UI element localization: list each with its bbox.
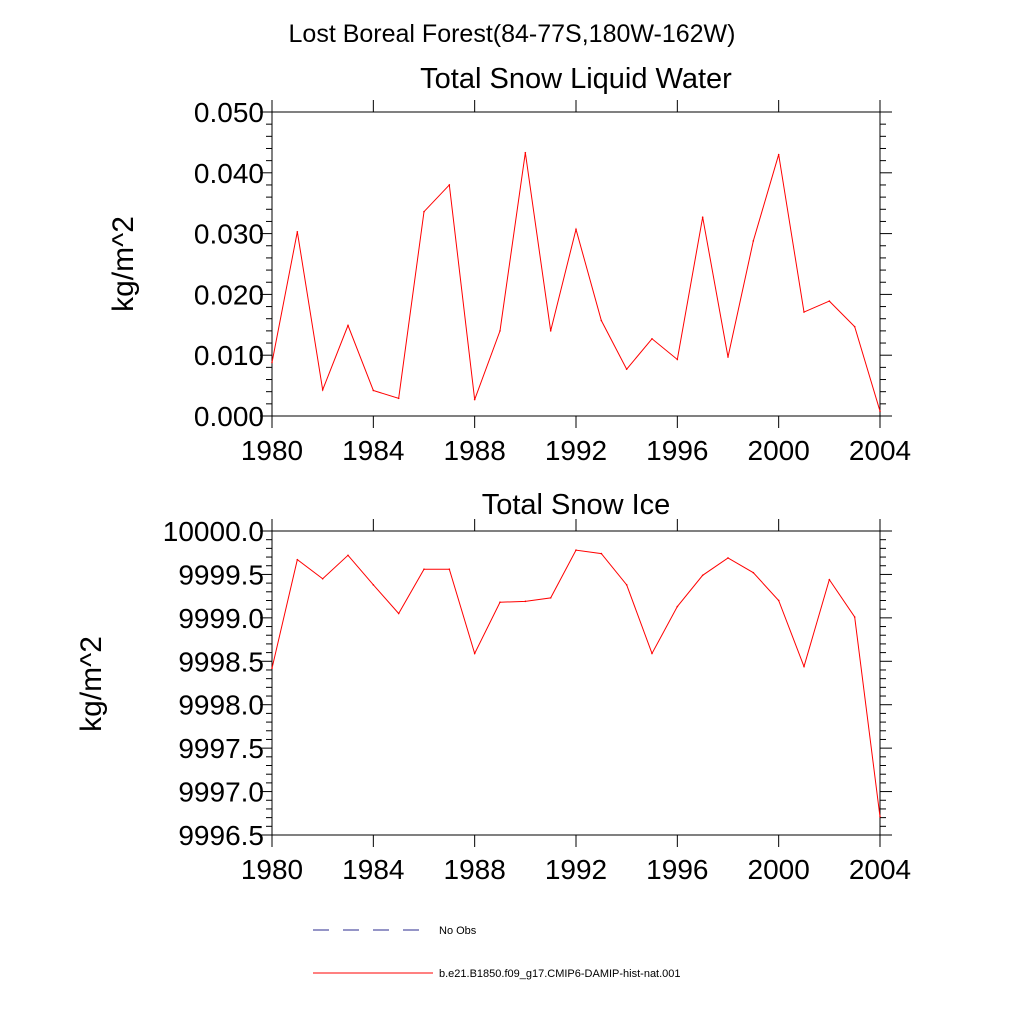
- data-point: [575, 549, 577, 551]
- data-point: [625, 368, 628, 370]
- data-point: [296, 558, 299, 561]
- data-point: [676, 605, 679, 608]
- data-point: [347, 324, 349, 327]
- data-point: [549, 597, 552, 599]
- data-point: [397, 612, 400, 615]
- data-point: [321, 389, 324, 391]
- y-tick-label: 9998.0: [178, 690, 264, 721]
- data-point: [499, 601, 501, 604]
- data-point: [625, 584, 628, 586]
- series-line: [271, 549, 881, 817]
- data-point: [397, 397, 400, 400]
- data-point: [372, 584, 375, 586]
- data-point: [879, 410, 881, 412]
- data-point: [727, 356, 729, 358]
- y-tick-label: 9999.0: [178, 603, 264, 634]
- data-point: [879, 815, 881, 818]
- series-line: [271, 152, 881, 412]
- data-point: [828, 578, 831, 581]
- x-tick-label: 2004: [849, 435, 911, 466]
- data-point: [752, 240, 755, 242]
- data-point: [321, 577, 324, 580]
- data-point: [524, 151, 527, 154]
- panel-title: Total Snow Liquid Water: [420, 63, 732, 95]
- panel-snow-liquid-water: Total Snow Liquid Water kg/m^2 1980 1984 1…: [107, 63, 911, 466]
- data-point: [777, 153, 780, 156]
- data-point: [549, 330, 552, 332]
- data-point: [296, 230, 299, 233]
- panel-snow-ice: Total Snow Ice kg/m^2 1980 1984 1988 1992 19…: [75, 489, 911, 885]
- figure-title: Lost Boreal Forest(84-77S,180W-162W): [289, 20, 736, 48]
- panel-title: Total Snow Ice: [482, 489, 671, 521]
- y-tick-label: 9998.5: [178, 646, 264, 677]
- plot-frame: [271, 530, 881, 836]
- data-point: [853, 616, 856, 618]
- data-point: [499, 330, 501, 332]
- y-tick-label: 9999.5: [178, 559, 264, 590]
- y-tick-label: 10000.0: [163, 516, 264, 547]
- data-point: [575, 228, 577, 231]
- data-point: [524, 600, 527, 603]
- data-point: [777, 599, 780, 602]
- data-point: [701, 574, 704, 577]
- data-point: [676, 358, 679, 361]
- plot-frame: [271, 111, 881, 417]
- x-tick-label: 1988: [444, 854, 506, 885]
- data-point: [448, 568, 451, 571]
- data-point: [347, 554, 349, 557]
- x-tick-label: 2000: [748, 435, 810, 466]
- y-tick-label: 0.020: [194, 279, 264, 310]
- y-tick-label: 9997.0: [178, 777, 264, 808]
- data-point: [803, 665, 805, 668]
- data-point: [828, 300, 831, 302]
- data-point: [803, 311, 805, 313]
- y-tick-label: 9997.5: [178, 733, 264, 764]
- y-tick-label: 0.010: [194, 340, 264, 371]
- data-point: [600, 319, 603, 322]
- data-point: [423, 210, 425, 213]
- y-tick-label: 9996.5: [178, 820, 264, 851]
- x-tick-label: 1980: [241, 854, 303, 885]
- x-tick-label: 1996: [646, 435, 708, 466]
- data-point: [600, 552, 603, 555]
- legend: No Obs b.e21.B1850.f09_g17.CMIP6-DAMIP-h…: [313, 925, 681, 980]
- data-point: [701, 216, 704, 218]
- data-point: [473, 398, 476, 401]
- data-point: [372, 389, 375, 392]
- x-tick-label: 1980: [241, 435, 303, 466]
- x-tick-label: 1996: [646, 854, 708, 885]
- data-point: [853, 325, 856, 328]
- y-tick-label: 0.030: [194, 219, 264, 250]
- y-axis-label: kg/m^2: [107, 216, 140, 312]
- data-point: [727, 557, 729, 559]
- data-point: [752, 571, 755, 574]
- x-tick-label: 1984: [342, 435, 404, 466]
- legend-obs-label: No Obs: [439, 925, 477, 937]
- y-axis-label: kg/m^2: [75, 636, 108, 732]
- data-point: [448, 184, 451, 186]
- data-point: [423, 568, 425, 571]
- data-point: [651, 337, 653, 340]
- data-point: [473, 652, 476, 655]
- x-tick-label: 1984: [342, 854, 404, 885]
- y-tick-label: 0.000: [194, 401, 264, 432]
- x-tick-label: 2000: [748, 854, 810, 885]
- y-tick-label: 0.040: [194, 158, 264, 189]
- x-tick-label: 1992: [545, 435, 607, 466]
- data-point: [651, 652, 653, 655]
- data-point: [271, 667, 273, 670]
- y-tick-label: 0.050: [194, 97, 264, 128]
- x-tick-label: 2004: [849, 854, 911, 885]
- x-tick-label: 1988: [444, 435, 506, 466]
- legend-model-label: b.e21.B1850.f09_g17.CMIP6-DAMIP-hist-nat…: [439, 968, 681, 980]
- data-point: [271, 361, 273, 364]
- x-tick-label: 1992: [545, 854, 607, 885]
